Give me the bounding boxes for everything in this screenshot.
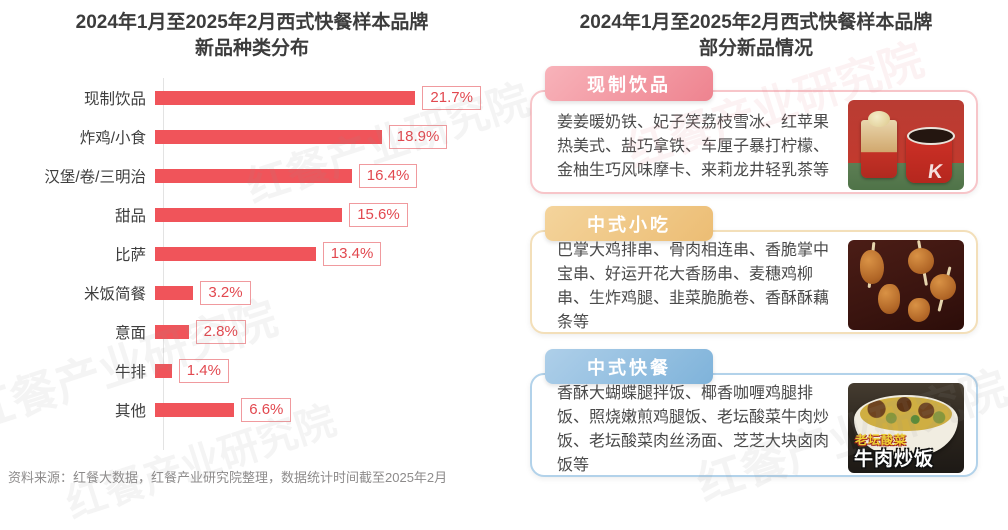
- fried-food-graphic: [930, 274, 956, 301]
- category-label: 现制饮品: [83, 90, 146, 108]
- bar-track: 6.6%: [155, 397, 504, 422]
- bar-row: 汉堡/卷/三明治 16.4%: [0, 156, 504, 195]
- card-fastfood-item-list: 香酥大蝴蝶腿拌饭、椰香咖喱鸡腿排饭、照烧嫩煎鸡腿饭、老坛酸菜牛肉炒饭、老坛酸菜肉…: [557, 385, 830, 475]
- bar: [155, 90, 416, 105]
- bar-row: 牛排 1.4%: [0, 351, 504, 390]
- fried-food-graphic: [908, 248, 934, 275]
- photo-caption-small: 老坛酸菜: [855, 433, 908, 448]
- left-chart-title-line1: 2024年1月至2025年2月西式快餐样本品牌: [75, 12, 429, 33]
- value-label: 13.4%: [322, 241, 382, 266]
- bar-track: 3.2%: [155, 280, 504, 305]
- value-label: 2.8%: [195, 319, 246, 344]
- card-fastfood: 香酥大蝴蝶腿拌饭、椰香咖喱鸡腿排饭、照烧嫩煎鸡腿饭、老坛酸菜牛肉炒饭、老坛酸菜肉…: [530, 373, 978, 478]
- data-source-note: 资料来源：红餐大数据，红餐产业研究院整理，数据统计时间截至2025年2月: [8, 470, 448, 485]
- bar-track: 15.6%: [155, 202, 504, 227]
- kfc-red-cup-drinks-photo: K: [848, 100, 964, 191]
- value-label: 15.6%: [349, 202, 408, 227]
- category-label: 米饭简餐: [83, 285, 146, 303]
- fried-food-graphic: [908, 298, 930, 323]
- card-ribbon-snacks: 中式小吃: [545, 206, 713, 242]
- photo-caption-large: 牛肉炒饭: [854, 449, 935, 471]
- card-drinks: 姜姜暖奶铁、妃子笑荔枝雪冰、红苹果热美式、盐巧拿铁、车厘子暴打柠檬、金柚生巧风味…: [530, 90, 978, 195]
- value-label: 1.4%: [178, 358, 229, 383]
- bar-row: 炸鸡/小食 18.9%: [0, 117, 504, 156]
- bar: [155, 324, 189, 339]
- category-cards-container: 现制饮品 姜姜暖奶铁、妃子笑荔枝雪冰、红苹果热美式、盐巧拿铁、车厘子暴打柠檬、金…: [504, 66, 1008, 478]
- coffee-cup-graphic: [906, 127, 955, 184]
- new-product-type-distribution-panel: 2024年1月至2025年2月西式快餐样本品牌 新品种类分布 现制饮品 21.7%…: [0, 0, 504, 492]
- bar: [155, 285, 194, 300]
- card-ribbon-drinks: 现制饮品: [545, 66, 713, 102]
- bar-row: 现制饮品 21.7%: [0, 78, 504, 117]
- bar-track: 2.8%: [155, 319, 504, 344]
- fried-food-graphic: [860, 250, 884, 285]
- right-panel-title-line2: 部分新品情况: [698, 38, 813, 60]
- y-axis-line: [163, 78, 164, 451]
- bar: [155, 129, 382, 144]
- card-snacks-item-list: 巴掌大鸡排串、骨肉相连串、香脆掌中宝串、好运开花大香肠串、麦穗鸡柳串、生炸鸡腿、…: [557, 242, 830, 332]
- value-label: 16.4%: [358, 163, 418, 188]
- right-panel-title-line1: 2024年1月至2025年2月西式快餐样本品牌: [579, 12, 933, 33]
- fried-rice-graphic: [860, 397, 952, 432]
- bar: [155, 363, 172, 378]
- category-label: 炸鸡/小食: [79, 129, 146, 147]
- category-label: 甜品: [114, 207, 146, 225]
- category-label: 汉堡/卷/三明治: [44, 168, 146, 186]
- bar: [155, 207, 343, 222]
- right-panel-title: 2024年1月至2025年2月西式快餐样本品牌 部分新品情况: [504, 0, 1008, 62]
- fried-food-graphic: [878, 284, 900, 315]
- bar-track: 1.4%: [155, 358, 504, 383]
- left-chart-title-line2: 新品种类分布: [194, 38, 309, 60]
- bar: [155, 168, 352, 183]
- bar-track: 18.9%: [155, 124, 504, 149]
- bar: [155, 402, 235, 417]
- bar-row: 米饭简餐 3.2%: [0, 273, 504, 312]
- card-snacks: 巴掌大鸡排串、骨肉相连串、香脆掌中宝串、好运开花大香肠串、麦穗鸡柳串、生炸鸡腿、…: [530, 230, 978, 335]
- bar-track: 16.4%: [155, 163, 504, 188]
- bar-rows-container: 现制饮品 21.7% 炸鸡/小食 18.9% 汉堡/卷/三明治 16.4% 甜品 15.6% 比…: [0, 78, 504, 429]
- value-label: 21.7%: [422, 85, 481, 110]
- value-label: 3.2%: [200, 280, 251, 305]
- bar-row: 甜品 15.6%: [0, 195, 504, 234]
- iced-drink-cup-graphic: [861, 111, 897, 179]
- left-chart-title: 2024年1月至2025年2月西式快餐样本品牌 新品种类分布: [0, 0, 504, 62]
- category-label: 意面: [114, 324, 146, 342]
- value-label: 6.6%: [241, 397, 292, 422]
- horizontal-bar-chart: 现制饮品 21.7% 炸鸡/小食 18.9% 汉堡/卷/三明治 16.4% 甜品 15.6% 比…: [0, 78, 504, 451]
- card-drinks-item-list: 姜姜暖奶铁、妃子笑荔枝雪冰、红苹果热美式、盐巧拿铁、车厘子暴打柠檬、金柚生巧风味…: [557, 114, 830, 180]
- beef-fried-rice-photo: 老坛酸菜 牛肉炒饭: [848, 383, 964, 474]
- category-label: 牛排: [114, 363, 146, 381]
- bar-row: 意面 2.8%: [0, 312, 504, 351]
- card-ribbon-fastfood: 中式快餐: [545, 349, 713, 385]
- bar-row: 其他 6.6%: [0, 390, 504, 429]
- value-label: 18.9%: [388, 124, 448, 149]
- sample-new-products-panel: 2024年1月至2025年2月西式快餐样本品牌 部分新品情况 现制饮品 姜姜暖奶…: [504, 0, 1008, 492]
- fried-skewers-photo: [848, 240, 964, 331]
- bar: [155, 246, 316, 261]
- category-label: 比萨: [114, 246, 146, 264]
- bar-track: 13.4%: [155, 241, 504, 266]
- bar-row: 比萨 13.4%: [0, 234, 504, 273]
- category-label: 其他: [114, 402, 146, 420]
- k-logo-mark: K: [926, 161, 944, 184]
- bar-track: 21.7%: [155, 85, 504, 110]
